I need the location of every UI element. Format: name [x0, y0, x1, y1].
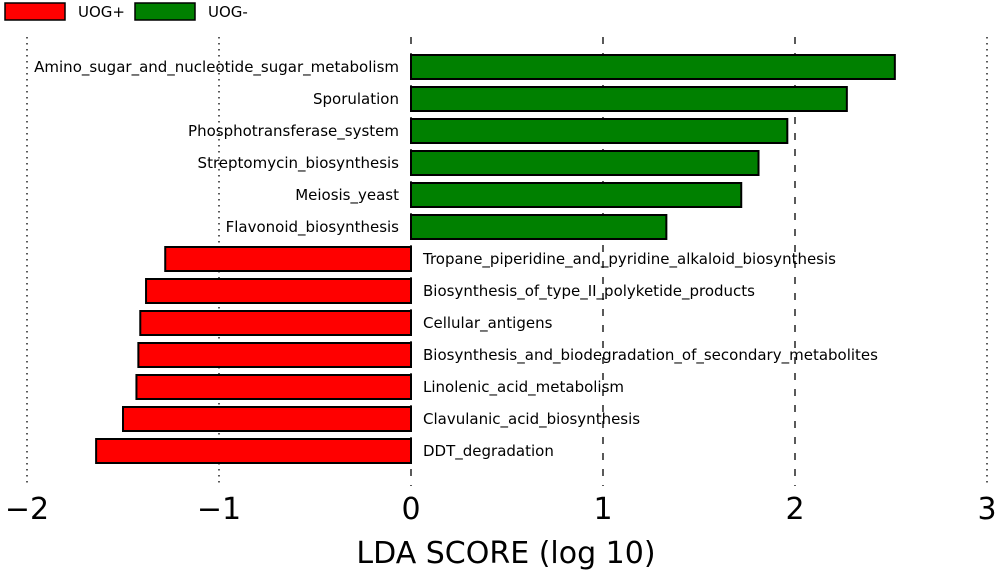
bar-sporulation — [410, 86, 848, 112]
bar-cellular-antigens — [139, 310, 412, 336]
x-axis-title: LDA SCORE (log 10) — [356, 536, 655, 571]
bar-clavulanic-acid-biosynthesis — [122, 406, 412, 432]
label-biosynthesis-and-biodegradation-of-secondary-metabolites: Biosynthesis_and_biodegradation_of_secon… — [423, 346, 878, 365]
legend-label-uogminus: UOG- — [208, 3, 248, 21]
label-linolenic-acid-metabolism: Linolenic_acid_metabolism — [423, 378, 624, 397]
tick-label-neg1: −1 — [197, 492, 241, 527]
tick-label-1: 1 — [593, 492, 612, 527]
label-streptomycin-biosynthesis: Streptomycin_biosynthesis — [198, 154, 400, 173]
tick-label-3: 3 — [977, 492, 996, 527]
bar-tropane-piperidine-and-pyridine-alkaloid-biosynthesis — [164, 246, 412, 272]
bar-flavonoid-biosynthesis — [410, 214, 668, 240]
legend-label-uogplus: UOG+ — [78, 3, 125, 21]
tick-label-2: 2 — [785, 492, 804, 527]
label-clavulanic-acid-biosynthesis: Clavulanic_acid_biosynthesis — [423, 410, 640, 429]
bar-streptomycin-biosynthesis — [410, 150, 760, 176]
bar-phosphotransferase-system — [410, 118, 789, 144]
legend-swatch-uogminus — [134, 2, 196, 21]
label-tropane-piperidine-and-pyridine-alkaloid-biosynthesis: Tropane_piperidine_and_pyridine_alkaloid… — [422, 250, 836, 269]
bar-amino-sugar-and-nucleotide-sugar-metabolism — [410, 54, 896, 80]
label-ddt-degradation: DDT_degradation — [423, 442, 554, 461]
bar-biosynthesis-of-type-ii-polyketide-products — [145, 278, 412, 304]
label-cellular-antigens: Cellular_antigens — [423, 314, 553, 333]
x-axis: −2 −1 0 1 2 3 — [5, 492, 997, 527]
bars: Amino_sugar_and_nucleotide_sugar_metabol… — [34, 54, 896, 464]
legend-swatch-uogplus — [4, 2, 66, 21]
label-phosphotransferase-system: Phosphotransferase_system — [188, 122, 399, 141]
label-amino-sugar-and-nucleotide-sugar-metabolism: Amino_sugar_and_nucleotide_sugar_metabol… — [34, 58, 399, 77]
label-meiosis-yeast: Meiosis_yeast — [295, 186, 399, 205]
bar-linolenic-acid-metabolism — [135, 374, 412, 400]
bar-ddt-degradation — [95, 438, 413, 464]
label-biosynthesis-of-type-ii-polyketide-products: Biosynthesis_of_type_II_polyketide_produ… — [423, 282, 755, 301]
label-flavonoid-biosynthesis: Flavonoid_biosynthesis — [226, 218, 400, 237]
tick-label-neg2: −2 — [5, 492, 49, 527]
label-sporulation: Sporulation — [313, 90, 399, 108]
bar-biosynthesis-and-biodegradation-of-secondary-metabolites — [137, 342, 413, 368]
tick-label-0: 0 — [401, 492, 420, 527]
legend: UOG+ UOG- — [4, 2, 248, 21]
bar-meiosis-yeast — [410, 182, 743, 208]
